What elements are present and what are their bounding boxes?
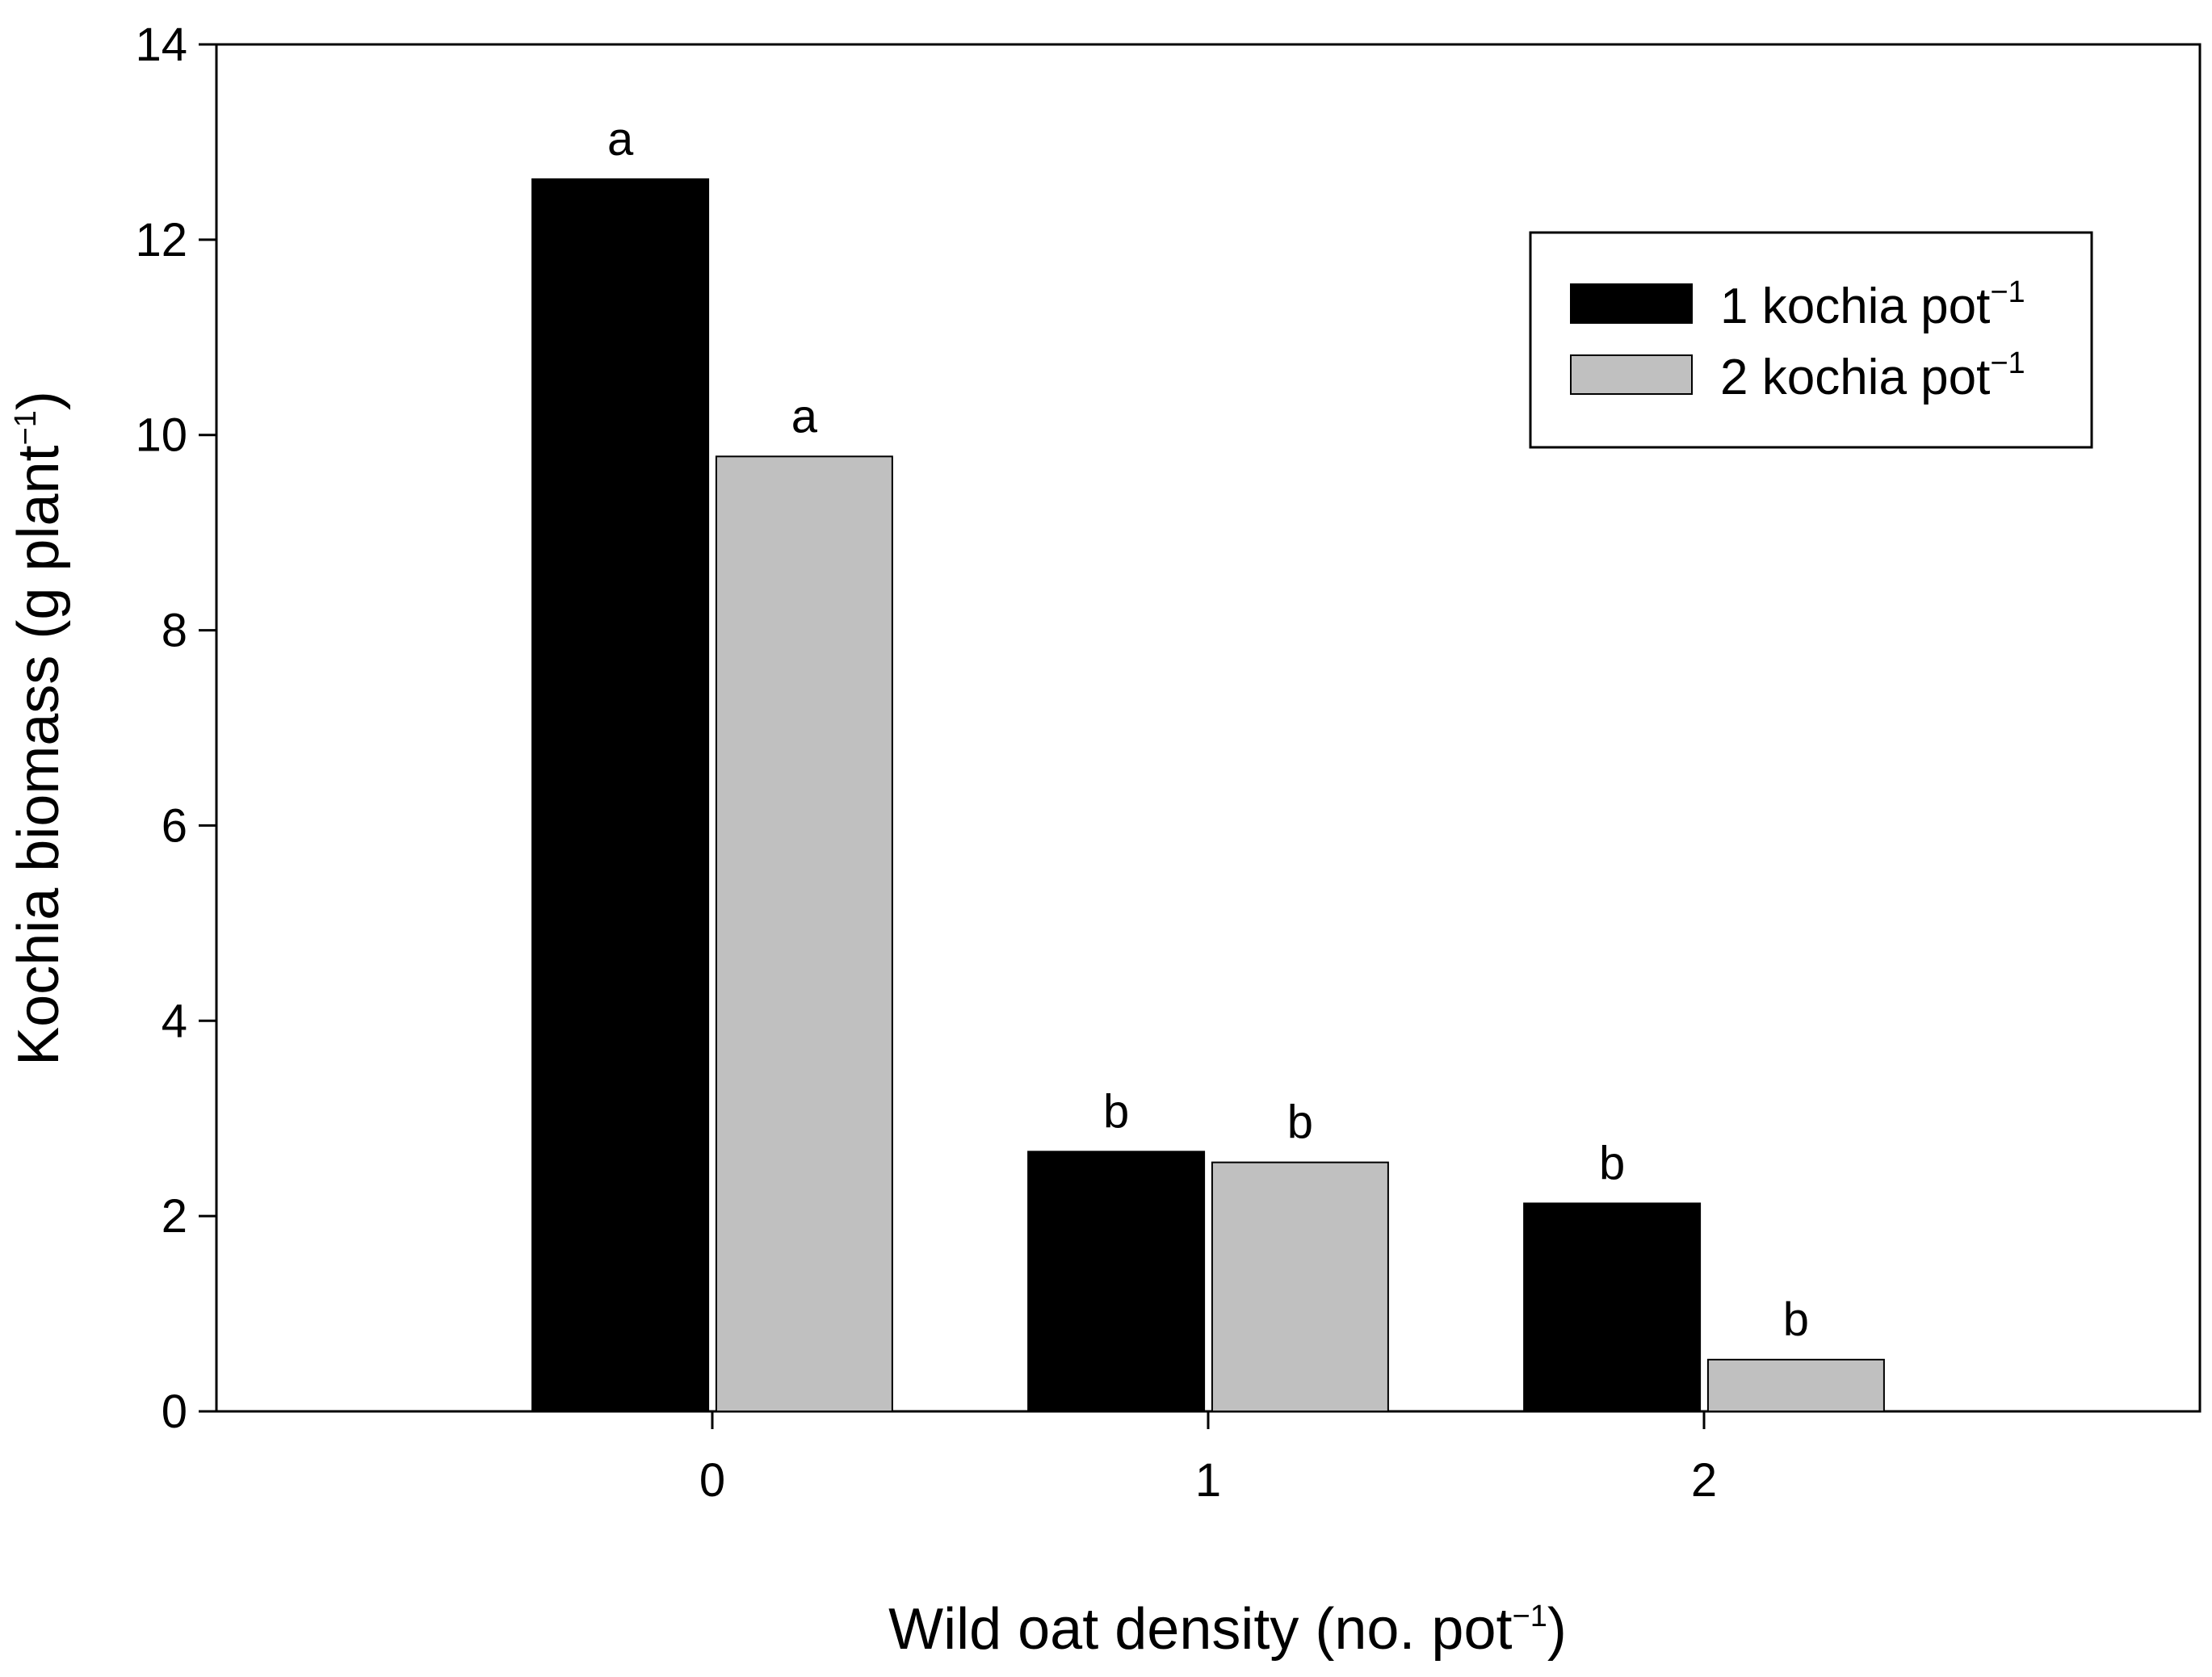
y-tick-label: 4 [162,995,187,1047]
x-tick-label: 0 [699,1454,725,1507]
x-axis: 0 1 2 [699,1411,1717,1507]
y-tick-label: 6 [162,799,187,852]
bar-series-2-cat-2 [1706,1358,1885,1412]
bar-series-2-cat-1 [1211,1161,1389,1413]
bar-series-1-cat-1 [1027,1151,1206,1412]
y-tick-label: 8 [162,605,187,657]
y-axis-title: Kochia biomass (g plant−1) [6,391,71,1066]
significance-letter: a [791,390,818,442]
legend-label-series-2: 2 kochia pot−1 [1720,346,2025,405]
significance-letter: b [1103,1085,1129,1138]
legend-swatch-series-2 [1570,354,1693,395]
x-axis-title: Wild oat density (no. pot−1) [888,1597,1567,1662]
x-tick-label: 2 [1691,1454,1717,1507]
y-tick-label: 12 [135,214,187,266]
significance-letter: a [607,113,634,166]
bar-series-2-cat-0 [715,455,893,1412]
y-tick-label: 10 [135,409,187,462]
bar-series-1-cat-2 [1523,1202,1702,1412]
bar-series-1-cat-0 [531,178,710,1412]
y-axis: 0 2 4 6 8 10 12 14 [135,19,216,1438]
y-tick-label: 14 [135,19,187,71]
bars [531,178,1885,1413]
x-tick-label: 1 [1195,1454,1221,1507]
y-tick-label: 2 [162,1190,187,1243]
significance-labels: a b b a b b [607,113,1809,1346]
significance-letter: b [1599,1137,1625,1189]
significance-letter: b [1287,1096,1313,1149]
legend-swatch-series-1 [1570,283,1693,324]
legend: 1 kochia pot−1 2 kochia pot−1 [1529,231,2093,449]
significance-letter: b [1783,1293,1809,1346]
legend-box [1529,231,2093,449]
legend-label-series-1: 1 kochia pot−1 [1720,275,2025,334]
y-tick-label: 0 [162,1386,187,1438]
